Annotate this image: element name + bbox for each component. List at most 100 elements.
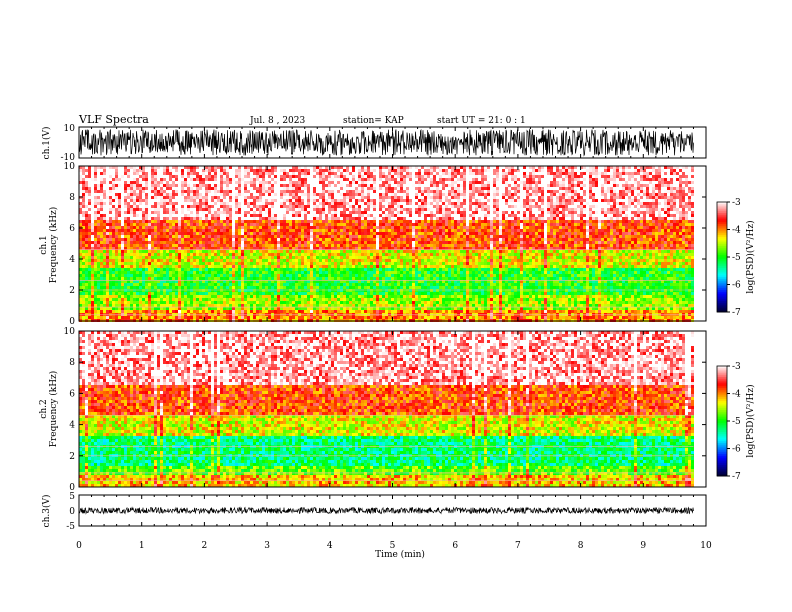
spectrogram-cell <box>259 295 262 298</box>
spectrogram-cell <box>175 298 178 301</box>
spectrogram-cell <box>103 271 106 274</box>
spectrogram-cell <box>277 262 280 265</box>
spectrogram-cell <box>226 178 229 181</box>
spectrogram-cell <box>208 208 211 211</box>
spectrogram-cell <box>136 190 139 193</box>
spectrogram-cell <box>331 265 334 268</box>
spectrogram-cell <box>205 184 208 187</box>
spectrogram-cell <box>139 280 142 283</box>
spectrogram-cell <box>295 265 298 268</box>
spectrogram-cell <box>343 244 346 247</box>
spectrogram-cell <box>325 169 328 172</box>
spectrogram-cell <box>253 232 256 235</box>
spectrogram-cell <box>94 184 97 187</box>
spectrogram-cell <box>268 295 271 298</box>
spectrogram-cell <box>160 289 163 292</box>
spectrogram-cell <box>151 226 154 229</box>
spectrogram-cell <box>142 226 145 229</box>
spectrogram-cell <box>85 286 88 289</box>
spectrogram-cell <box>229 307 232 310</box>
spectrogram-cell <box>355 286 358 289</box>
spectrogram-cell <box>256 286 259 289</box>
spectrogram-cell <box>334 241 337 244</box>
spectrogram-cell <box>82 286 85 289</box>
spectrogram-cell <box>307 202 310 205</box>
spectrogram-cell <box>283 292 286 295</box>
spectrogram-cell <box>214 292 217 295</box>
spectrogram-cell <box>175 292 178 295</box>
spectrogram-cell <box>232 316 235 319</box>
spectrogram-cell <box>226 310 229 313</box>
spectrogram-cell <box>325 172 328 175</box>
spectrogram-cell <box>241 181 244 184</box>
spectrogram-cell <box>103 316 106 319</box>
spectrogram-cell <box>181 208 184 211</box>
spectrogram-cell <box>181 238 184 241</box>
spectrogram-cell <box>130 166 133 169</box>
spectrogram-cell <box>244 253 247 256</box>
spectrogram-cell <box>187 190 190 193</box>
spectrogram-cell <box>250 247 253 250</box>
spectrogram-cell <box>184 187 187 190</box>
spectrogram-cell <box>298 172 301 175</box>
spectrogram-cell <box>289 193 292 196</box>
spectrogram-cell <box>274 172 277 175</box>
spectrogram-cell <box>112 253 115 256</box>
spectrogram-cell <box>133 202 136 205</box>
spectrogram-cell <box>358 205 361 208</box>
spectrogram-cell <box>199 316 202 319</box>
spectrogram-cell <box>133 217 136 220</box>
spectrogram-cell <box>91 193 94 196</box>
spectrogram-cell <box>163 295 166 298</box>
spectrogram-cell <box>244 262 247 265</box>
spectrogram-cell <box>172 259 175 262</box>
spectrogram-cell <box>175 253 178 256</box>
spectrogram-cell <box>163 289 166 292</box>
spectrogram-cell <box>139 289 142 292</box>
spectrogram-cell <box>106 187 109 190</box>
spectrogram-cell <box>301 190 304 193</box>
spectrogram-cell <box>316 199 319 202</box>
spectrogram-cell <box>175 205 178 208</box>
spectrogram-cell <box>349 298 352 301</box>
spectrogram-cell <box>208 169 211 172</box>
spectrogram-cell <box>328 193 331 196</box>
spectrogram-cell <box>262 214 265 217</box>
spectrogram-cell <box>322 283 325 286</box>
spectrogram-cell <box>184 211 187 214</box>
spectrogram-cell <box>325 310 328 313</box>
spectrogram-cell <box>277 292 280 295</box>
spectrogram-cell <box>205 268 208 271</box>
spectrogram-cell <box>322 232 325 235</box>
spectrogram-cell <box>301 181 304 184</box>
spectrogram-cell <box>292 187 295 190</box>
spectrogram-cell <box>148 262 151 265</box>
spectrogram-cell <box>250 274 253 277</box>
spectrogram-cell <box>223 304 226 307</box>
spectrogram-cell <box>88 190 91 193</box>
spectrogram-cell <box>331 208 334 211</box>
spectrogram-cell <box>202 169 205 172</box>
spectrogram-cell <box>157 169 160 172</box>
spectrogram-cell <box>82 199 85 202</box>
spectrogram-cell <box>166 172 169 175</box>
spectrogram-cell <box>145 229 148 232</box>
spectrogram-cell <box>322 304 325 307</box>
spectrogram-cell <box>256 307 259 310</box>
spectrogram-cell <box>112 259 115 262</box>
spectrogram-cell <box>190 214 193 217</box>
spectrogram-cell <box>241 220 244 223</box>
spectrogram-cell <box>88 217 91 220</box>
spectrogram-cell <box>262 310 265 313</box>
spectrogram-cell <box>235 244 238 247</box>
spectrogram-cell <box>274 181 277 184</box>
spectrogram-cell <box>175 181 178 184</box>
spectrogram-cell <box>280 217 283 220</box>
spectrogram-cell <box>289 274 292 277</box>
spectrogram-cell <box>190 286 193 289</box>
spectrogram-cell <box>112 295 115 298</box>
spectrogram-cell <box>292 181 295 184</box>
spectrogram-cell <box>133 256 136 259</box>
spectrogram-cell <box>208 205 211 208</box>
spectrogram-cell <box>130 274 133 277</box>
